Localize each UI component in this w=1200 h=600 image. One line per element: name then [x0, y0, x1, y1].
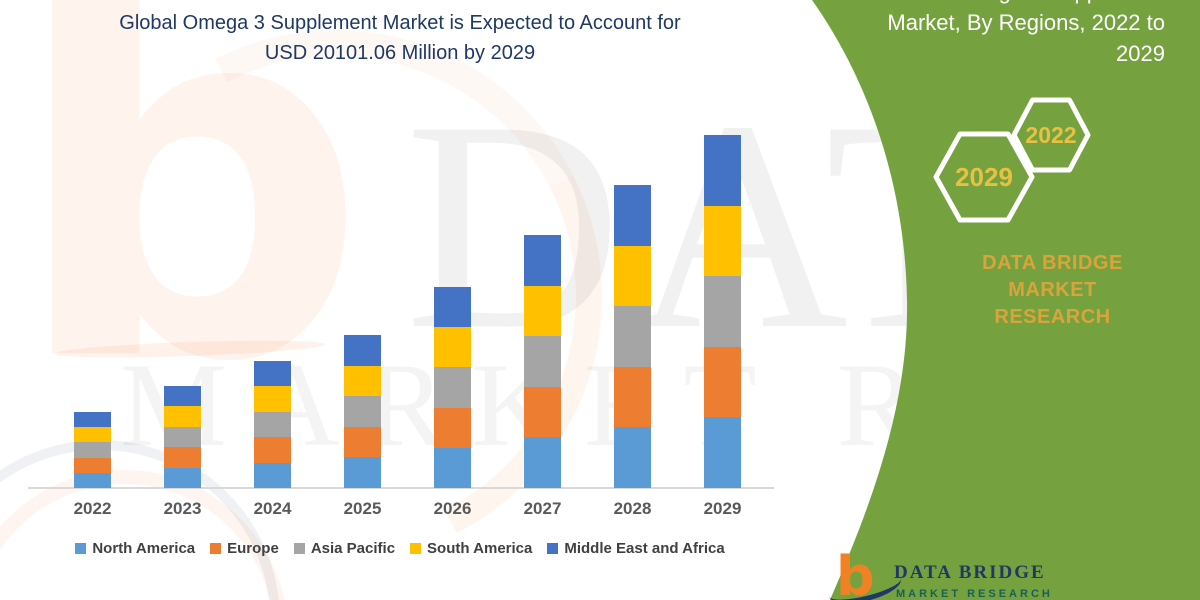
chart-legend: North America Europe Asia Pacific South Ame…	[28, 540, 772, 557]
x-axis-label-2024: 2024	[253, 499, 292, 518]
footer-logo: b DATA BRIDGE MARKET RESEARCH	[825, 545, 1162, 600]
bar-segment-europe-2029	[704, 346, 741, 418]
bar-segment-south-america-2028	[614, 245, 651, 307]
bar-segment-europe-2025	[344, 426, 381, 458]
x-axis-label-2025: 2025	[343, 499, 382, 518]
legend-swatch-icon	[293, 543, 305, 554]
legend-swatch-icon	[210, 543, 222, 554]
bar-segment-asia-pacific-2029	[704, 276, 741, 347]
legend-label: Asia Pacific	[310, 540, 396, 557]
legend-item-asia-pacific: Asia Pacific	[293, 540, 396, 557]
legend-swatch-icon	[547, 543, 559, 554]
x-axis-label-2029: 2029	[703, 499, 742, 518]
bar-segment-asia-pacific-2024	[254, 411, 291, 438]
footer-logo-b-icon: b	[836, 545, 875, 600]
legend-label: South America	[427, 540, 533, 557]
bar-segment-north-america-2023	[164, 467, 201, 488]
footer-logo-name: DATA BRIDGE	[894, 562, 1046, 583]
chart-title-line2: USD 20101.06 Million by 2029	[264, 42, 536, 64]
bar-segment-north-america-2027	[524, 437, 561, 488]
bar-segment-north-america-2028	[614, 427, 651, 488]
bar-segment-middle-east-and-africa-2026	[434, 287, 471, 328]
bar-segment-south-america-2029	[704, 205, 741, 277]
bar-segment-europe-2024	[254, 437, 291, 463]
legend-item-south-america: South America	[410, 540, 532, 557]
panel-heading-line1: Global Omega 3 Supplement	[805, 0, 1165, 7]
bar-segment-middle-east-and-africa-2022	[74, 412, 111, 428]
bar-segment-europe-2028	[614, 366, 651, 428]
legend-label: Europe	[227, 540, 279, 557]
bar-segment-asia-pacific-2022	[74, 442, 111, 458]
x-axis-line	[28, 487, 774, 489]
bar-segment-middle-east-and-africa-2027	[524, 235, 561, 286]
panel-heading-line2: Market, By Regions, 2022 to	[887, 10, 1165, 35]
legend-item-middle-east-and-africa: Middle East and Africa	[547, 540, 725, 557]
bar-segment-middle-east-and-africa-2024	[254, 361, 291, 387]
x-axis-label-2026: 2026	[433, 499, 472, 518]
bar-segment-south-america-2023	[164, 406, 201, 427]
bar-segment-south-america-2024	[254, 386, 291, 412]
bar-segment-north-america-2024	[254, 462, 291, 488]
bar-segment-asia-pacific-2027	[524, 336, 561, 387]
chart-title: Global Omega 3 Supplement Market is Expe…	[30, 8, 770, 68]
panel-heading: Global Omega 3 Supplement Market, By Reg…	[805, 0, 1165, 69]
bar-segment-europe-2026	[434, 407, 471, 448]
legend-item-north-america: North America	[75, 540, 195, 557]
hexagon-year-2029: 2029	[955, 162, 1013, 192]
bar-segment-asia-pacific-2028	[614, 306, 651, 367]
x-axis-label-2027: 2027	[523, 499, 562, 518]
bar-segment-south-america-2026	[434, 327, 471, 368]
hexagon-2029-icon	[933, 131, 1035, 223]
bar-segment-north-america-2025	[344, 457, 381, 488]
bar-segment-asia-pacific-2023	[164, 426, 201, 448]
bar-segment-middle-east-and-africa-2025	[344, 335, 381, 366]
hexagon-year-2022: 2022	[1025, 122, 1076, 148]
x-axis-label-2023: 2023	[163, 499, 202, 518]
legend-label: North America	[92, 540, 196, 557]
footer-logo-subname: MARKET RESEARCH	[896, 588, 1053, 600]
panel-brand-text: DATA BRIDGE MARKET RESEARCH	[935, 250, 1170, 331]
bar-segment-europe-2023	[164, 447, 201, 468]
bar-segment-middle-east-and-africa-2029	[704, 135, 741, 206]
bar-segment-south-america-2027	[524, 285, 561, 337]
bar-segment-north-america-2026	[434, 447, 471, 488]
bar-segment-asia-pacific-2025	[344, 396, 381, 427]
bar-segment-north-america-2029	[704, 417, 741, 488]
bar-segment-middle-east-and-africa-2023	[164, 386, 201, 407]
bar-segment-south-america-2025	[344, 365, 381, 397]
x-axis-label-2022: 2022	[73, 499, 112, 518]
bar-segment-south-america-2022	[74, 427, 111, 443]
bar-segment-europe-2022	[74, 457, 111, 473]
legend-swatch-icon	[75, 543, 87, 554]
panel-brand-line1: DATA BRIDGE MARKET	[982, 252, 1123, 301]
legend-item-europe: Europe	[210, 540, 279, 557]
panel-heading-line3: 2029	[1116, 41, 1165, 66]
hexagon-years: 2029 2022	[933, 97, 1091, 223]
bar-segment-middle-east-and-africa-2028	[614, 185, 651, 246]
bar-segment-asia-pacific-2026	[434, 367, 471, 408]
panel-brand-line2: RESEARCH	[994, 306, 1111, 328]
chart-title-line1: Global Omega 3 Supplement Market is Expe…	[119, 12, 681, 34]
x-axis-label-2028: 2028	[613, 499, 652, 518]
bar-segment-europe-2027	[524, 386, 561, 438]
legend-swatch-icon	[410, 543, 422, 554]
hexagon-2022-icon	[1011, 97, 1091, 173]
legend-label: Middle East and Africa	[564, 540, 725, 557]
green-panel-shape	[812, 0, 1200, 600]
bar-segment-north-america-2022	[74, 472, 111, 488]
